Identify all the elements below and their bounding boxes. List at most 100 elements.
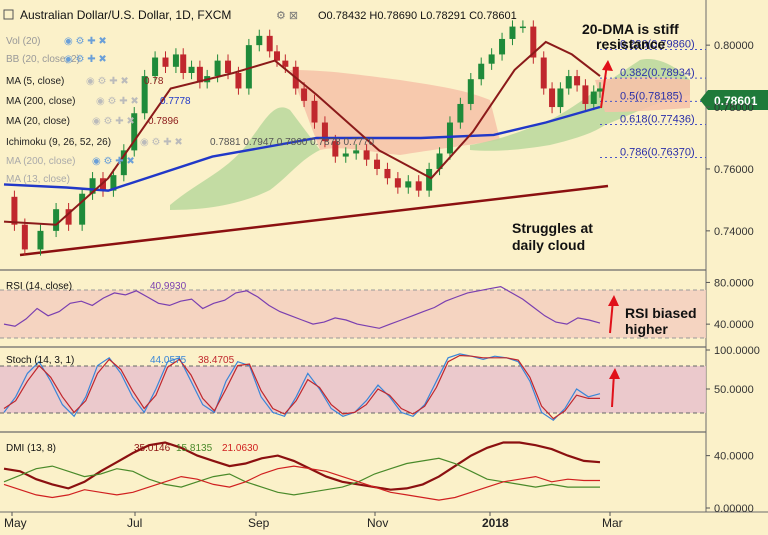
price-tick-label: 0.74000	[714, 226, 754, 238]
ohlc-readout: O0.78432 H0.78690 L0.78291 C0.78601	[318, 10, 517, 22]
time-tick-label: 2018	[482, 516, 509, 530]
candle-body	[342, 153, 349, 157]
eye-icon[interactable]: ◉ ⚙ ✚ ✖	[92, 116, 135, 127]
candle-body	[266, 35, 273, 52]
candle-body	[363, 150, 370, 160]
candle-body	[235, 73, 242, 89]
price-tick-label: 0.76000	[714, 164, 754, 176]
candle-body	[196, 66, 203, 83]
indicator-label-bb[interactable]: BB (20, close, 2)	[6, 54, 80, 65]
price-tick-label: 0.80000	[714, 40, 754, 52]
time-tick-label: Nov	[367, 516, 388, 530]
dmi-series-layer	[3, 441, 601, 501]
candle-body	[457, 103, 464, 123]
stoch-label: Stoch (14, 3, 1)	[6, 355, 74, 366]
candle-body	[110, 175, 117, 191]
indicator-label-ma13[interactable]: MA (13, close)	[6, 174, 70, 185]
cloud-bearish-2	[595, 77, 690, 112]
candle-body	[225, 60, 232, 73]
annotation-dma-line2: resistance	[596, 36, 665, 52]
eye-icon[interactable]: ◉ ⚙ ✚ ✖	[64, 54, 107, 65]
candle-body	[301, 88, 308, 101]
candle-body	[574, 76, 581, 86]
annotation-dma-line1: 20-DMA is stiff	[582, 21, 679, 37]
candle-body	[11, 196, 18, 225]
time-tick-label: May	[4, 516, 27, 530]
indicator-label-vol[interactable]: Vol (20)	[6, 36, 40, 47]
fib-label: 0.5(0.78185)	[620, 90, 682, 102]
osc-tick-label: 100.0000	[714, 345, 760, 357]
arrow-stoch	[609, 368, 620, 408]
osc-tick-label: 40.0000	[714, 319, 754, 331]
eye-icon[interactable]: ◉ ⚙ ✚ ✖	[140, 137, 183, 148]
candle-body	[597, 88, 603, 92]
dmi-plus-value: 15.8135	[176, 443, 213, 454]
candle-body	[509, 26, 516, 39]
time-tick-label: Jul	[127, 516, 142, 530]
candle-body	[120, 150, 127, 176]
settings-icon[interactable]: ⚙ ⊠	[276, 10, 298, 22]
rsi-label: RSI (14, close)	[6, 281, 72, 292]
candle-body	[549, 88, 556, 108]
stoch-band	[0, 366, 706, 413]
indicator-label-ma20[interactable]: MA (20, close)	[6, 116, 70, 127]
candle-body	[180, 54, 187, 73]
indicator-value-ma200: 0.7778	[160, 96, 191, 107]
candle-body	[172, 54, 179, 67]
candle-body	[282, 60, 289, 67]
indicator-label-ma200[interactable]: MA (200, close)	[6, 96, 75, 107]
indicator-value-ma5: 0.78	[144, 76, 164, 87]
annotation-rsi-line2: higher	[625, 321, 668, 337]
eye-icon[interactable]: ◉ ⚙ ✚ ✖	[86, 76, 129, 87]
ma20-line	[3, 40, 601, 226]
stoch-k-line	[3, 353, 601, 421]
cloud-bullish-1	[170, 107, 320, 210]
rsi-series-layer	[3, 285, 601, 329]
indicator-label-ma5[interactable]: MA (5, close)	[6, 76, 64, 87]
candle-body	[565, 76, 572, 89]
stoch-d-value: 38.4705	[198, 355, 235, 366]
fib-label: 0.618(0.77436)	[620, 114, 695, 126]
candle-body	[582, 85, 589, 104]
indicator-value-ma20: 0.7896	[148, 116, 179, 127]
eye-icon[interactable]: ◉ ⚙ ✚ ✖	[96, 96, 139, 107]
candle-body	[557, 88, 564, 108]
indicator-value-ichimoku: 0.7881 0.7947 0.7860 0.7878 0.7770	[210, 137, 374, 148]
time-tick-label: Mar	[602, 516, 623, 530]
dmi-label: DMI (13, 8)	[6, 443, 56, 454]
dmi-adx-line	[3, 441, 601, 491]
rsi-value: 40.9930	[150, 281, 187, 292]
candle-body	[65, 209, 72, 225]
candle-body	[37, 230, 44, 250]
indicator-label-ma200b[interactable]: MA (200, close)	[6, 156, 75, 167]
stoch-k-value: 44.0575	[150, 355, 187, 366]
eye-icon[interactable]: ◉ ⚙ ✚ ✖	[92, 156, 135, 167]
osc-tick-label: 0.00000	[714, 503, 754, 515]
last-price-badge	[708, 90, 768, 110]
osc-tick-label: 80.0000	[714, 277, 754, 289]
rsi-line	[3, 285, 601, 329]
candle-body	[374, 159, 381, 169]
candle-body	[245, 45, 252, 89]
collapse-icon[interactable]	[3, 9, 14, 20]
osc-tick-label: 40.0000	[714, 451, 754, 463]
candle-body	[53, 209, 60, 231]
annotation-rsi-line1: RSI biased	[625, 305, 697, 321]
price-tick-label: 0.78000	[714, 102, 754, 114]
candle-body	[162, 57, 169, 67]
candle-body	[540, 57, 547, 89]
eye-icon[interactable]: ◉ ⚙ ✚ ✖	[64, 36, 107, 47]
annotation-cloud-line2: daily cloud	[512, 237, 585, 253]
candle-body	[478, 63, 485, 80]
candle-body	[152, 57, 159, 77]
candle-body	[394, 178, 401, 188]
dmi-minus-line	[3, 465, 600, 501]
fib-label: 0.382(0.78934)	[620, 67, 695, 79]
indicator-legend: Vol (20) BB (20, close, 2) MA (5, close)…	[6, 36, 374, 185]
indicator-label-ichimoku[interactable]: Ichimoku (9, 26, 52, 26)	[6, 137, 111, 148]
chart-title: Australian Dollar/U.S. Dollar, 1D, FXCM	[20, 8, 231, 22]
candle-body	[384, 168, 391, 179]
time-tick-label: Sep	[248, 516, 270, 530]
